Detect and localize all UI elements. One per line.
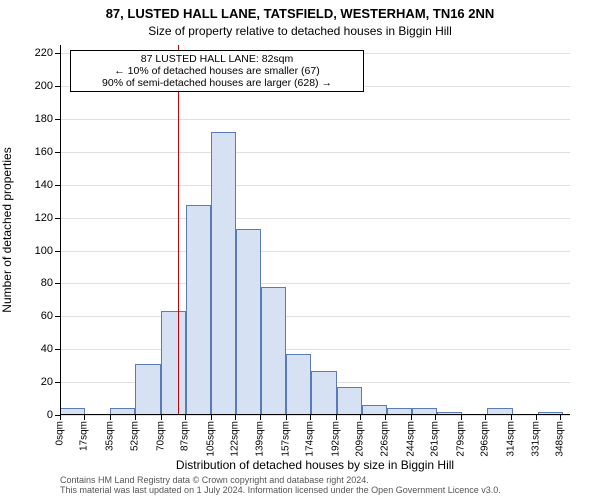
x-tick [560,415,561,420]
x-tick-label: 105sqm [205,421,216,457]
gridline [60,251,570,252]
x-tick-label: 296sqm [480,421,491,457]
gridline [60,218,570,219]
x-tick [360,415,361,420]
x-tick-label: 52sqm [129,421,140,451]
x-tick-label: 87sqm [179,421,190,451]
y-tick-label: 60 [41,310,53,322]
x-tick [211,415,212,420]
x-tick-label: 17sqm [79,421,90,451]
y-tick-label: 140 [35,179,53,191]
y-tick-label: 200 [35,80,53,92]
x-tick [385,415,386,420]
histogram-plot: 0204060801001201401601802002200sqm17sqm3… [60,45,570,415]
x-tick [110,415,111,420]
histogram-bar [211,132,236,415]
x-tick-label: 331sqm [530,421,541,457]
histogram-bar [236,229,261,415]
x-axis-label: Distribution of detached houses by size … [60,458,570,472]
y-tick-label: 0 [47,409,53,421]
gridline [60,119,570,120]
annotation-line2: ← 10% of detached houses are smaller (67… [77,65,357,77]
histogram-bar [161,311,186,415]
x-tick [60,415,61,420]
x-tick [185,415,186,420]
annotation-line3: 90% of semi-detached houses are larger (… [77,77,357,89]
histogram-bar [135,364,160,415]
y-tick-label: 100 [35,245,53,257]
x-tick-label: 192sqm [330,421,341,457]
y-tick-label: 160 [35,146,53,158]
y-tick-label: 180 [35,113,53,125]
x-tick [84,415,85,420]
x-tick-label: 261sqm [429,421,440,457]
x-tick [135,415,136,420]
x-tick-label: 209sqm [355,421,366,457]
y-tick-label: 120 [35,212,53,224]
x-tick [411,415,412,420]
x-tick [336,415,337,420]
x-tick [511,415,512,420]
y-tick-label: 20 [41,376,53,388]
x-tick [461,415,462,420]
footer-line2: This material was last updated on 1 July… [60,486,570,496]
gridline [60,316,570,317]
histogram-bar [186,205,211,415]
x-tick [161,415,162,420]
chart-subtitle: Size of property relative to detached ho… [0,24,600,38]
histogram-bar [286,354,311,415]
x-tick [235,415,236,420]
y-tick-label: 80 [41,277,53,289]
x-axis-line [60,414,570,415]
x-tick-label: 279sqm [455,421,466,457]
x-tick-label: 348sqm [554,421,565,457]
x-tick-label: 0sqm [55,421,66,445]
reference-line [178,45,179,415]
y-tick-label: 220 [35,47,53,59]
histogram-bar [337,387,362,415]
gridline [60,283,570,284]
gridline [60,185,570,186]
x-tick-label: 122sqm [230,421,241,457]
annotation-line1: 87 LUSTED HALL LANE: 82sqm [77,53,357,65]
x-tick-label: 35sqm [105,421,116,451]
gridline [60,349,570,350]
x-tick-label: 244sqm [405,421,416,457]
x-tick [310,415,311,420]
x-tick [435,415,436,420]
histogram-bar [261,287,286,415]
x-tick [260,415,261,420]
annotation-box: 87 LUSTED HALL LANE: 82sqm ← 10% of deta… [70,50,364,92]
chart-title: 87, LUSTED HALL LANE, TATSFIELD, WESTERH… [0,6,600,21]
x-tick-label: 139sqm [254,421,265,457]
x-tick [286,415,287,420]
x-tick [536,415,537,420]
histogram-bar [311,371,336,415]
x-tick-label: 157sqm [280,421,291,457]
footer-attribution: Contains HM Land Registry data © Crown c… [60,476,570,496]
x-tick-label: 174sqm [304,421,315,457]
gridline [60,415,570,416]
x-tick [485,415,486,420]
x-tick-label: 70sqm [155,421,166,451]
x-tick-label: 314sqm [506,421,517,457]
y-axis-line [60,45,61,415]
x-tick-label: 226sqm [379,421,390,457]
y-tick-label: 40 [41,343,53,355]
y-axis-label: Number of detached properties [0,45,20,415]
gridline [60,152,570,153]
